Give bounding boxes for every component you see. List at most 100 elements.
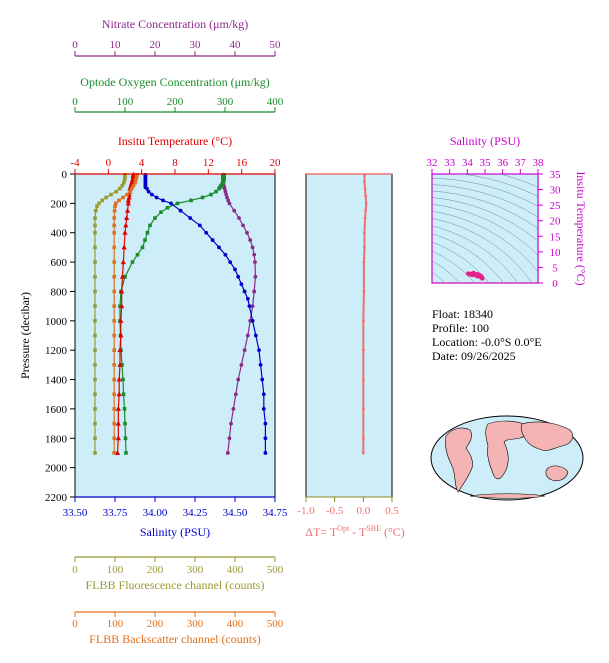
- fluorescence-tick-label: 300: [187, 564, 204, 576]
- pressure-tick-label: 600: [51, 257, 68, 269]
- ts-salinity-tick-label: 38: [533, 157, 545, 169]
- salinity-series: [143, 172, 268, 455]
- oxygen-point: [121, 377, 125, 382]
- backscatter-series: [112, 172, 139, 455]
- salinity-point: [258, 362, 263, 367]
- temperature-point: [125, 197, 131, 203]
- ts-diagram-panel: 32 33 34 35 36 37 38 Salinity (PSU) 0 5 10 15 20 25 30…: [427, 134, 589, 290]
- fluorescence-point: [94, 208, 98, 213]
- pressure-tick-label: 2200: [45, 492, 68, 504]
- salinity-point: [149, 192, 154, 197]
- oxygen-point: [143, 238, 147, 242]
- nitrate-point: [232, 208, 237, 213]
- nitrate-point: [248, 238, 253, 242]
- backscatter-point: [112, 223, 116, 228]
- fluorescence-point: [93, 274, 97, 279]
- ts-temperature-tick-label: 5: [552, 262, 558, 274]
- fluorescence-point: [109, 192, 113, 197]
- salinity-tick-label: 33.75: [103, 507, 128, 519]
- delta-t-title-part: Opt: [337, 524, 350, 533]
- oxygen-point: [214, 189, 218, 194]
- oxygen-point: [165, 205, 170, 210]
- nitrate-point: [252, 252, 257, 257]
- delta-t-plot-area: [305, 173, 393, 498]
- nitrate-point: [245, 333, 250, 338]
- oxygen-point: [140, 245, 145, 250]
- pressure-axis-title: Pressure (decibar): [18, 292, 32, 379]
- fluorescence-point: [93, 377, 97, 382]
- delta_t-point: [363, 179, 366, 183]
- fluorescence-point: [122, 181, 126, 185]
- delta_t-point: [361, 436, 365, 440]
- pressure-tick-label: 1600: [45, 404, 68, 416]
- delta_t-point: [361, 407, 365, 411]
- fluorescence-point: [93, 436, 97, 441]
- nitrate-point: [224, 192, 229, 197]
- fluorescence-point: [93, 230, 97, 235]
- date: Date: 09/26/2025: [432, 349, 516, 363]
- salinity-point: [250, 318, 255, 323]
- backscatter-tick-label: 500: [267, 618, 284, 630]
- nitrate-point: [222, 186, 227, 191]
- backscatter-axis-title: FLBB Backscatter channel (counts): [89, 632, 261, 646]
- temperature-point: [123, 222, 129, 228]
- nitrate-point: [229, 421, 233, 426]
- ts-point: [479, 276, 485, 281]
- backscatter-point: [112, 245, 116, 250]
- salinity-point: [145, 186, 149, 191]
- nitrate-point: [231, 407, 236, 411]
- delta_t-point: [361, 451, 365, 455]
- nitrate-point: [253, 260, 257, 264]
- nitrate-point: [223, 189, 228, 194]
- temperature-tick-label: 4: [139, 157, 145, 169]
- backscatter-point: [117, 198, 121, 203]
- pressure-tick-label: 2000: [45, 463, 68, 475]
- delta-t-tick-label: -0.5: [326, 505, 344, 517]
- main-profile-panel: 0 200 400 600 800 1000 1200 1400 1600 1800 2000 220…: [18, 169, 276, 504]
- backscatter-point: [112, 392, 116, 397]
- salinity-point: [263, 451, 268, 455]
- backscatter-point: [112, 377, 116, 382]
- oxygen-point: [123, 274, 127, 279]
- temperature-point: [124, 215, 130, 221]
- pressure-tick-label: 800: [51, 286, 68, 298]
- nitrate-tick-label: 50: [270, 39, 282, 51]
- backscatter-point: [112, 333, 116, 338]
- backscatter-tick-label: 300: [187, 618, 204, 630]
- ts-salinity-axis-title: Salinity (PSU): [450, 134, 520, 148]
- oxygen-point: [118, 304, 122, 308]
- main-plot-area: [74, 173, 276, 498]
- fluorescence-tick-label: 0: [72, 564, 78, 576]
- temperature-axis-title: Insitu Temperature (°C): [118, 134, 232, 148]
- backscatter-point: [131, 183, 136, 188]
- oxygen-series: [118, 172, 226, 455]
- ts-temperature-axis-title: Insitu Temperature (°C): [574, 171, 588, 285]
- delta-t-title-part: ΔT= T: [305, 525, 338, 539]
- backscatter-point: [112, 319, 116, 323]
- fluorescence-point: [93, 348, 97, 352]
- nitrate-point: [227, 436, 232, 441]
- backscatter-point: [112, 407, 116, 411]
- fluorescence-point: [93, 245, 97, 250]
- salinity-point: [154, 195, 159, 200]
- salinity-point: [146, 189, 151, 194]
- fluorescence-point: [93, 216, 97, 220]
- delta_t-point: [364, 194, 368, 198]
- salinity-point: [253, 333, 258, 338]
- salinity-point: [245, 296, 250, 301]
- salinity-tick-label: 34.50: [223, 507, 248, 519]
- salinity-point: [236, 274, 241, 279]
- pressure-tick-label: 0: [62, 169, 68, 181]
- temperature-point: [120, 259, 126, 265]
- fluorescence-point: [104, 195, 108, 200]
- backscatter-point: [121, 195, 125, 200]
- temperature-point: [116, 391, 122, 397]
- delta_t-point: [363, 216, 367, 220]
- ts-salinity-tick-label: 37: [515, 157, 527, 169]
- fluorescence-point: [93, 260, 97, 264]
- fluorescence-point: [93, 392, 97, 397]
- fluorescence-tick-label: 500: [267, 564, 284, 576]
- fluorescence-point: [93, 304, 97, 308]
- nitrate-point: [252, 289, 257, 294]
